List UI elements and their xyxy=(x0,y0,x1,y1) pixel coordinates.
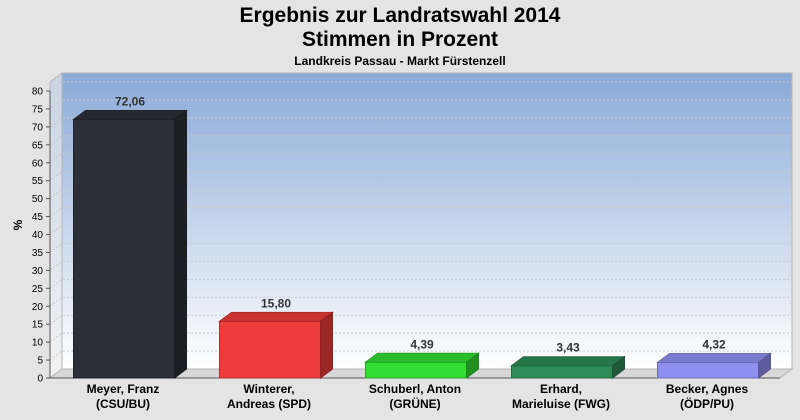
x-tick-label: Becker, Agnes xyxy=(666,382,749,396)
y-tick-label: 30 xyxy=(32,266,44,277)
gridline xyxy=(49,207,792,217)
bar-side xyxy=(320,311,333,379)
bar xyxy=(219,320,321,379)
gridline xyxy=(49,332,792,343)
y-tick-label: 45 xyxy=(32,212,44,223)
x-tick-label: Meyer, Franz xyxy=(87,382,160,396)
bar xyxy=(511,365,613,379)
bar-top xyxy=(364,352,480,363)
y-tick-label: 15 xyxy=(32,320,44,331)
gridline xyxy=(49,189,792,200)
gridline xyxy=(49,135,792,146)
gridline xyxy=(49,81,792,92)
gridline xyxy=(49,99,792,110)
gridline xyxy=(49,225,792,235)
y-tick-label: 5 xyxy=(37,356,43,367)
y-tick-label: 60 xyxy=(32,158,44,169)
data-label: 3,43 xyxy=(556,341,580,355)
gridline xyxy=(49,260,792,271)
gridline xyxy=(49,242,792,253)
y-tick-label: 10 xyxy=(32,338,44,349)
gridline xyxy=(49,350,792,361)
bar-side xyxy=(758,352,771,379)
x-tick-label: Marieluise (FWG) xyxy=(512,397,610,411)
bar xyxy=(73,118,175,379)
data-label: 4,39 xyxy=(410,337,434,351)
gridline xyxy=(49,117,792,128)
y-tick-label: 70 xyxy=(32,122,44,133)
data-label: 15,80 xyxy=(261,296,291,310)
x-tick-label: (CSU/BU) xyxy=(96,397,150,411)
x-tick-label: Winterer, xyxy=(243,382,294,396)
chart-title: Ergebnis zur Landratswahl 2014 xyxy=(239,4,561,27)
chart-subtitle: Stimmen in Prozent xyxy=(301,28,499,51)
bar xyxy=(657,362,759,379)
y-tick-label: 80 xyxy=(32,87,44,98)
data-label: 72,06 xyxy=(115,94,145,108)
y-tick-label: 50 xyxy=(32,194,44,205)
bar-top xyxy=(510,356,626,367)
bar-side xyxy=(612,355,625,379)
y-tick-label: 55 xyxy=(32,176,44,187)
y-axis-label: % xyxy=(11,219,25,230)
bar-top xyxy=(218,311,334,322)
y-tick-label: 40 xyxy=(32,230,44,241)
y-tick-label: 20 xyxy=(32,302,44,313)
bar-side xyxy=(466,352,479,379)
y-tick-label: 35 xyxy=(32,248,44,259)
gridline xyxy=(49,314,792,325)
bar xyxy=(365,361,467,379)
x-tick-label: (ÖDP/PU) xyxy=(680,396,734,411)
gridline xyxy=(49,171,792,182)
x-tick-label: (GRÜNE) xyxy=(389,396,440,411)
x-tick-label: Andreas (SPD) xyxy=(227,397,311,411)
y-tick-label: 65 xyxy=(32,140,44,151)
bar-side xyxy=(174,109,187,379)
chart-location: Landkreis Passau - Markt Fürstenzell xyxy=(294,54,506,68)
gridline xyxy=(49,296,792,307)
x-tick-label: Schuberl, Anton xyxy=(369,382,461,396)
data-label: 4,32 xyxy=(702,338,726,352)
y-tick-label: 25 xyxy=(32,284,44,295)
gridline xyxy=(49,278,792,289)
bar-top xyxy=(72,109,188,120)
y-tick-label: 0 xyxy=(37,374,43,385)
y-tick-label: 75 xyxy=(32,104,44,115)
gridline xyxy=(49,153,792,164)
bar-top xyxy=(656,353,772,364)
x-tick-label: Erhard, xyxy=(540,382,582,396)
